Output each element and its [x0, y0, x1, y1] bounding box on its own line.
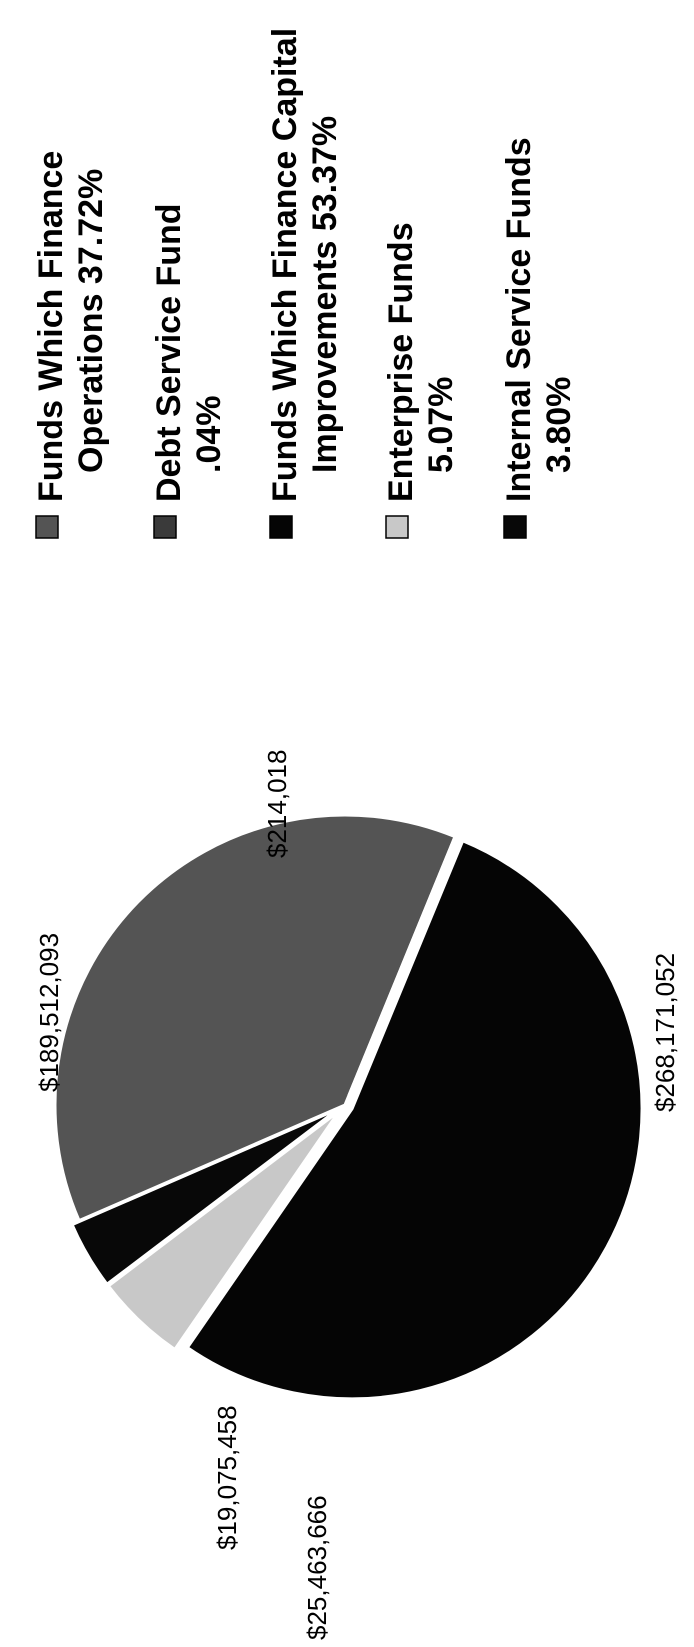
legend: Funds Which Finance Operations 37.72% De…: [32, 28, 578, 539]
legend-swatch-debt-service: [153, 515, 177, 539]
pie-slice-capital-improvements: [185, 838, 644, 1401]
legend-swatch-enterprise: [385, 515, 409, 539]
legend-label-internal-service-line1: Internal Service Funds: [500, 137, 538, 502]
legend-item-capital-improvements: Funds Which Finance Capital Improvements…: [266, 28, 344, 539]
value-label-enterprise: $25,463,666: [302, 1495, 332, 1640]
legend-label-internal-service-line2: 3.80%: [540, 377, 578, 473]
pie-slices: [53, 813, 644, 1401]
legend-item-debt-service: Debt Service Fund .04%: [150, 203, 228, 539]
value-label-capital-improvements: $268,171,052: [650, 953, 680, 1112]
pie-slice-debt-service: [347, 825, 462, 1097]
legend-label-debt-service-line1: Debt Service Fund: [150, 203, 188, 502]
legend-label-capital-improvements-line1: Funds Which Finance Capital: [266, 28, 304, 502]
legend-item-operations: Funds Which Finance Operations 37.72%: [32, 151, 110, 539]
value-label-internal-service: $19,075,458: [212, 1405, 242, 1550]
legend-label-capital-improvements-line2: Improvements 53.37%: [306, 116, 344, 473]
value-label-operations: $189,512,093: [34, 933, 64, 1092]
legend-swatch-capital-improvements: [269, 515, 293, 539]
legend-item-enterprise: Enterprise Funds 5.07%: [382, 222, 460, 539]
pie-slice-enterprise: [106, 1109, 341, 1352]
legend-swatch-operations: [35, 515, 59, 539]
pie-slice-operations: [53, 813, 457, 1223]
legend-swatch-internal-service: [503, 515, 527, 539]
legend-label-enterprise-line1: Enterprise Funds: [382, 222, 420, 502]
legend-label-debt-service-line2: .04%: [190, 396, 228, 474]
legend-label-operations-line2: Operations 37.72%: [72, 169, 110, 473]
legend-label-enterprise-line2: 5.07%: [422, 377, 460, 473]
value-label-debt-service: $214,018: [262, 750, 292, 858]
legend-label-operations-line1: Funds Which Finance: [32, 151, 70, 502]
legend-item-internal-service: Internal Service Funds 3.80%: [500, 137, 578, 539]
pie-slice-internal-service: [70, 1107, 340, 1287]
